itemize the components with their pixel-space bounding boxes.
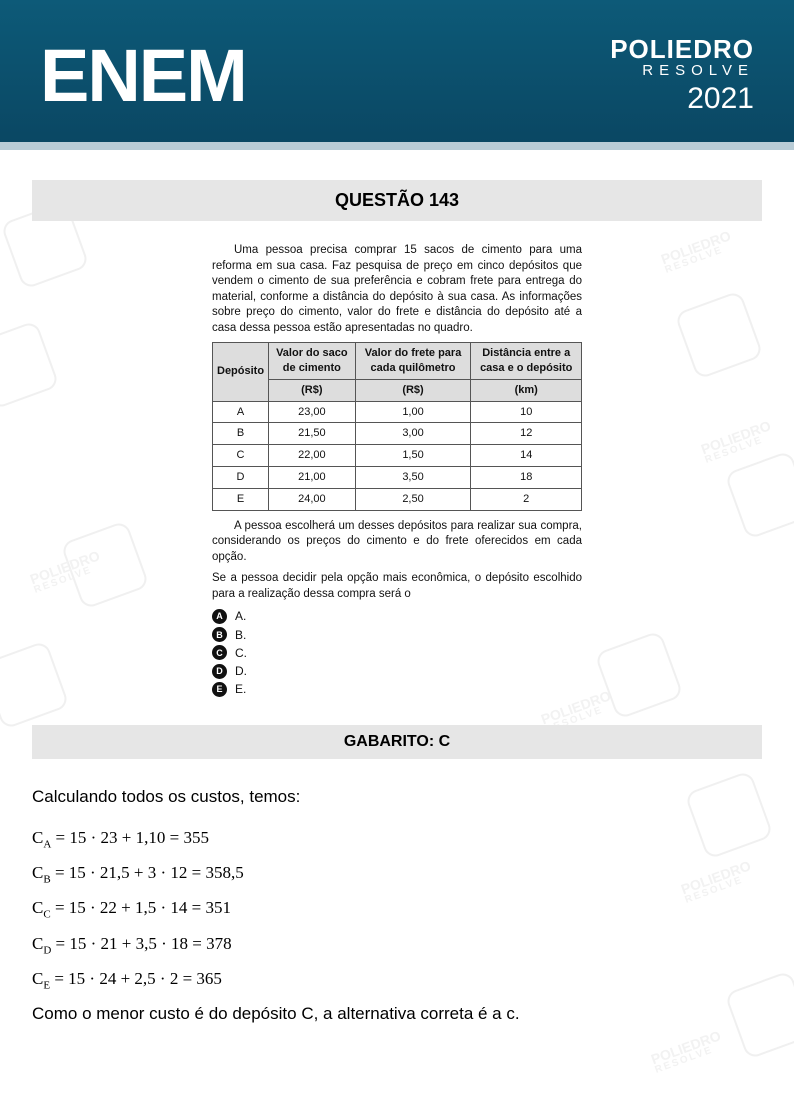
alt-key-icon: C [212, 645, 227, 660]
table-row: D 21,00 3,50 18 [213, 467, 582, 489]
equation: CE = 15 · 24 + 2,5 · 2 = 365 [32, 963, 762, 996]
table-row: C 22,00 1,50 14 [213, 445, 582, 467]
question-body: Uma pessoa precisa comprar 15 sacos de c… [212, 243, 582, 697]
alt-e: EE. [212, 681, 582, 697]
question-para3: Se a pessoa decidir pela opção mais econ… [212, 571, 582, 602]
alt-key-icon: B [212, 627, 227, 642]
solution-intro: Calculando todos os custos, temos: [32, 781, 762, 813]
equation: CD = 15 · 21 + 3,5 · 18 = 378 [32, 928, 762, 961]
alt-c: CC. [212, 645, 582, 661]
alt-b: BB. [212, 627, 582, 643]
enem-logo: ENEM [40, 33, 246, 118]
alt-key-icon: A [212, 609, 227, 624]
brand-year: 2021 [610, 83, 754, 115]
equation: CC = 15 · 22 + 1,5 · 14 = 351 [32, 892, 762, 925]
th-unit-frete: (R$) [355, 379, 471, 401]
alternatives: AA. BB. CC. DD. EE. [212, 608, 582, 697]
th-deposito: Depósito [213, 343, 269, 402]
question-para2: A pessoa escolherá um desses depósitos p… [212, 519, 582, 566]
table-body: A 23,00 1,00 10 B 21,50 3,00 12 C 22,00 … [213, 401, 582, 510]
brand-block: POLIEDRO RESOLVE 2021 [610, 36, 754, 115]
table-row: B 21,50 3,00 12 [213, 423, 582, 445]
brand-line2: RESOLVE [610, 63, 754, 79]
th-unit-dist: (km) [471, 379, 582, 401]
th-dist: Distância entre a casa e o depósito [471, 343, 582, 380]
alt-key-icon: E [212, 682, 227, 697]
solution-block: Calculando todos os custos, temos: CA = … [32, 781, 762, 1030]
table-row: A 23,00 1,00 10 [213, 401, 582, 423]
th-saco: Valor do saco de cimento [269, 343, 356, 380]
th-frete: Valor do frete para cada quilômetro [355, 343, 471, 380]
data-table: Depósito Valor do saco de cimento Valor … [212, 342, 582, 511]
equation: CB = 15 · 21,5 + 3 · 12 = 358,5 [32, 857, 762, 890]
table-row: E 24,00 2,50 2 [213, 489, 582, 511]
alt-d: DD. [212, 663, 582, 679]
question-para1: Uma pessoa precisa comprar 15 sacos de c… [212, 243, 582, 336]
answer-title: GABARITO: C [32, 725, 762, 759]
page-header: ENEM POLIEDRO RESOLVE 2021 [0, 0, 794, 150]
brand-line1: POLIEDRO [610, 36, 754, 63]
question-title: QUESTÃO 143 [32, 180, 762, 221]
alt-a: AA. [212, 608, 582, 624]
alt-key-icon: D [212, 664, 227, 679]
th-unit-saco: (R$) [269, 379, 356, 401]
solution-conclusion: Como o menor custo é do depósito C, a al… [32, 998, 762, 1030]
equation: CA = 15 · 23 + 1,10 = 355 [32, 822, 762, 855]
